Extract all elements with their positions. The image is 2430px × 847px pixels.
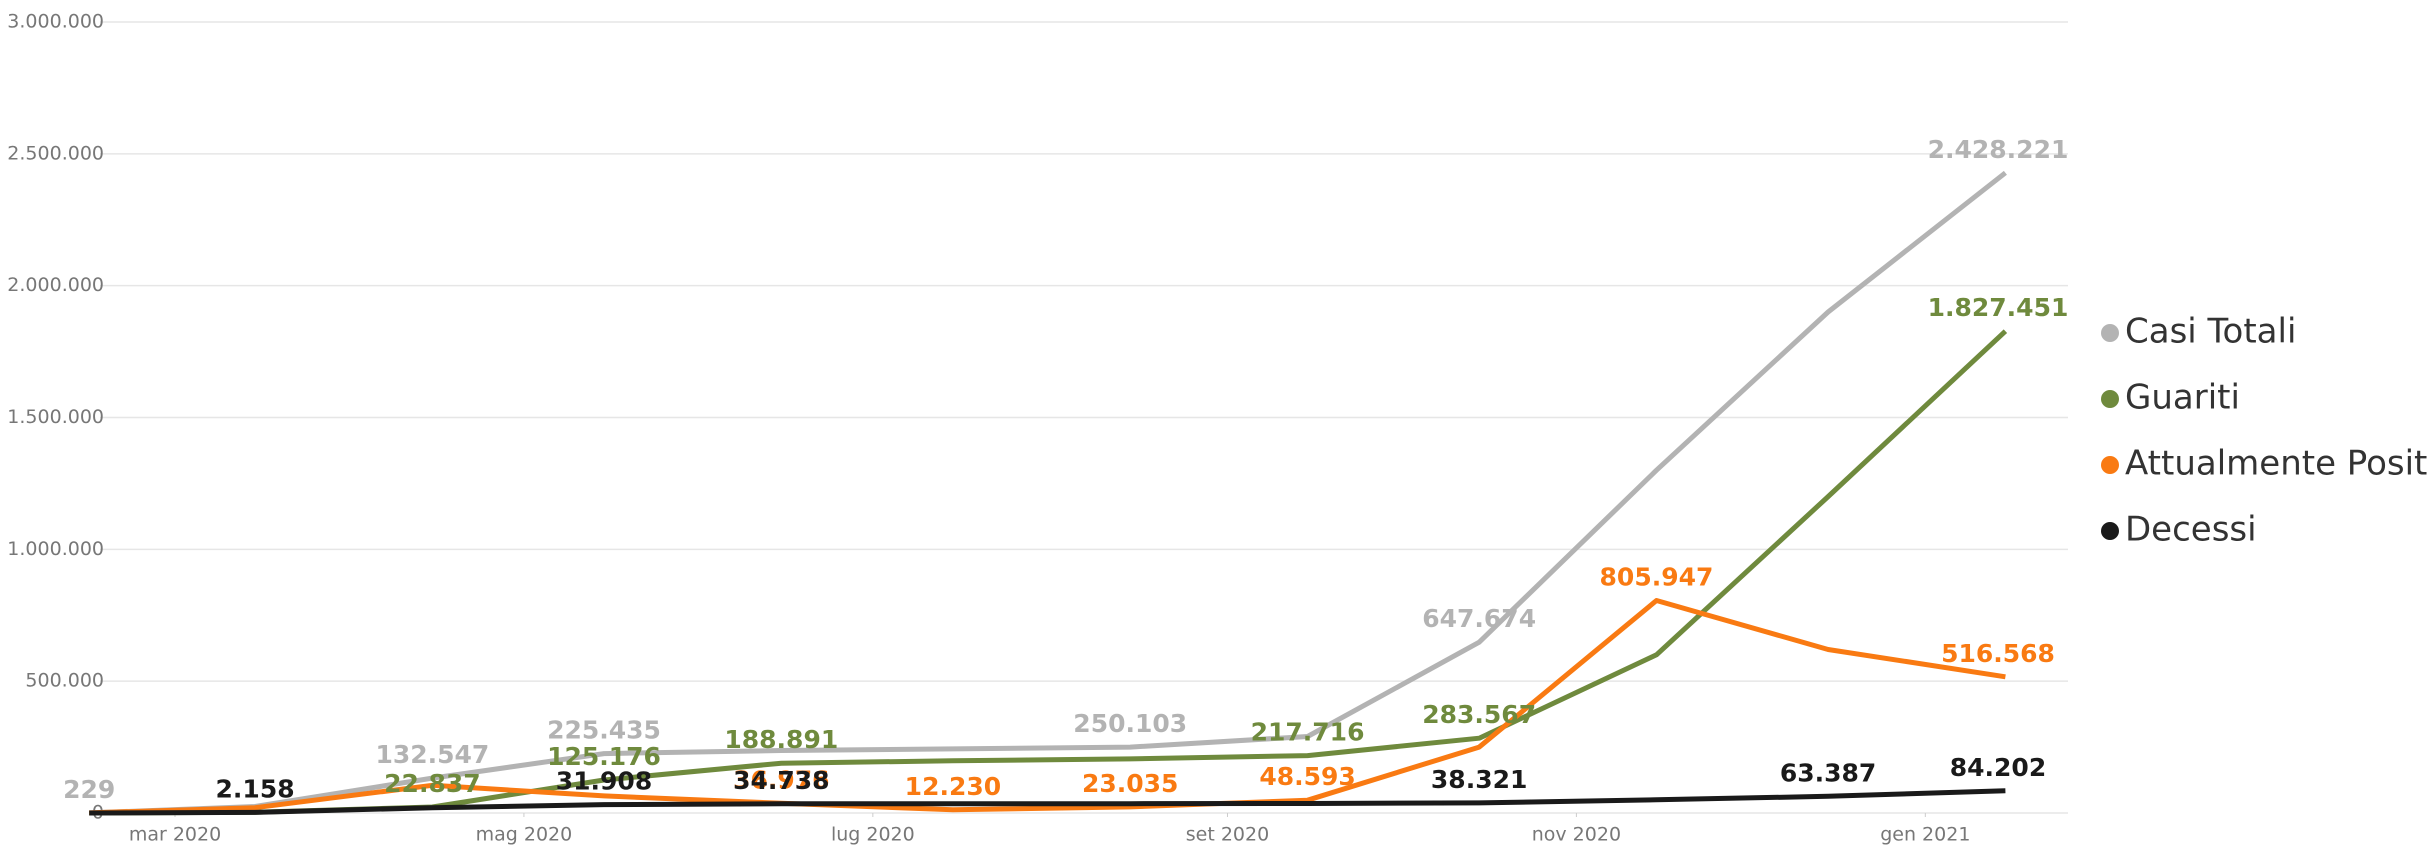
legend-label: Casi Totali [2125,312,2296,352]
value-label: 38.321 [1431,765,1527,794]
legend-marker [2101,522,2119,540]
y-tick-label: 1.500.000 [7,406,104,428]
y-tick-label: 2.000.000 [7,274,104,296]
value-label: 31.908 [556,767,652,796]
value-label: 188.891 [724,725,838,754]
chart: 0500.0001.000.0001.500.0002.000.0002.500… [0,0,2430,847]
value-label: 22.837 [384,769,480,798]
value-label: 229 [63,775,115,804]
value-label: 48.593 [1259,762,1355,791]
value-label: 217.716 [1251,718,1365,747]
legend-label: Attualmente Positivi [2125,444,2430,484]
value-label: 516.568 [1941,639,2055,668]
x-tick-label: gen 2021 [1880,824,1970,846]
x-tick-label: nov 2020 [1532,824,1621,846]
x-tick-label: mar 2020 [129,824,221,846]
value-label: 2.428.221 [1928,135,2069,164]
x-tick-label: lug 2020 [831,824,915,846]
value-label: 2.158 [216,774,295,803]
value-label: 34.738 [733,766,829,795]
legend-marker [2101,324,2119,342]
x-tick-label: mag 2020 [476,824,573,846]
value-label: 132.547 [375,740,489,769]
legend-marker [2101,456,2119,474]
value-label: 63.387 [1780,758,1876,787]
value-label: 84.202 [1950,753,2046,782]
value-label: 250.103 [1073,709,1187,738]
background [0,0,2430,847]
y-tick-label: 1.000.000 [7,538,104,560]
x-tick-label: set 2020 [1186,824,1269,846]
legend-label: Guariti [2125,378,2240,418]
value-label: 283.567 [1422,700,1536,729]
y-tick-label: 2.500.000 [7,142,104,164]
legend-marker [2101,390,2119,408]
page: 0500.0001.000.0001.500.0002.000.0002.500… [0,0,2430,847]
legend-label: Decessi [2125,510,2257,550]
value-label: 23.035 [1082,769,1178,798]
y-tick-label: 500.000 [25,670,104,692]
value-label: 805.947 [1600,562,1714,591]
value-label: 225.435 [547,716,661,745]
value-label: 647.674 [1422,604,1536,633]
value-label: 1.827.451 [1928,293,2069,322]
y-tick-label: 3.000.000 [7,11,104,33]
value-label: 12.230 [905,772,1001,801]
